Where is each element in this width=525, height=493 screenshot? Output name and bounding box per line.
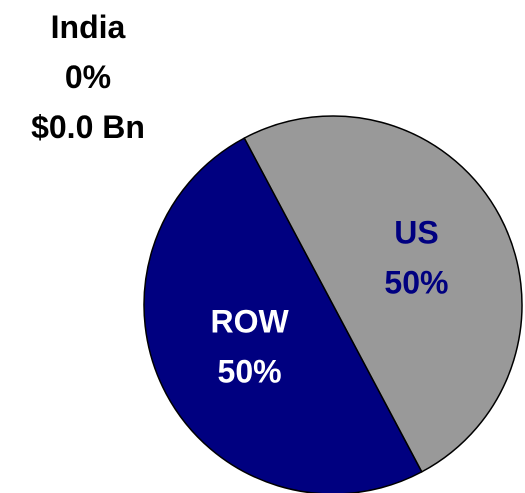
category-label: ROW [210,304,289,340]
value-label: 50% [384,265,448,301]
slice-label: US 50% [384,215,448,301]
category-label: US [394,215,438,251]
value-label: 0% [65,59,111,95]
pie-slice [243,115,523,473]
pie-slice [143,137,423,493]
category-label: India [51,9,126,45]
slice-label: ROW 50% [210,304,289,390]
slice-label: India 0% $0.0 Bn [31,9,145,145]
value-label: 50% [218,354,282,390]
annotation: $0.0 Bn [31,109,145,145]
